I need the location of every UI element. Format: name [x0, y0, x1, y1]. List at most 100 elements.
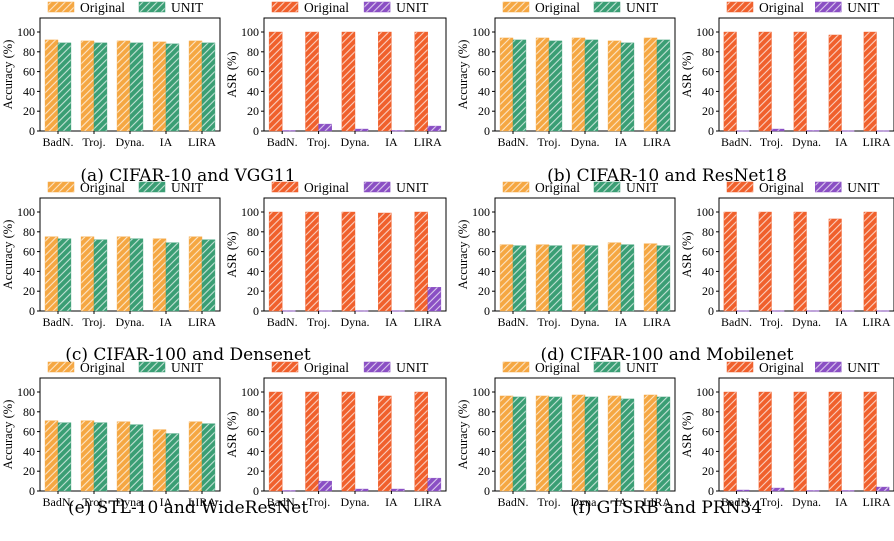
- bar-original-badn: [44, 39, 59, 132]
- x-tick-label: BadN.: [267, 135, 298, 149]
- y-tick-label: 100: [17, 25, 35, 39]
- y-axis-label: Accuracy (%): [456, 40, 470, 110]
- bar-original-badn: [499, 395, 514, 492]
- bar-unit-troj: [771, 310, 785, 312]
- bar-original-lira: [414, 391, 429, 492]
- y-tick-label: 80: [247, 405, 259, 419]
- bar-original-troj: [535, 37, 550, 132]
- y-tick-label: 20: [478, 104, 490, 118]
- x-tick-label: Dyna.: [116, 495, 145, 509]
- legend-label-unit: UNIT: [847, 180, 880, 195]
- x-tick-label: LIRA: [863, 135, 891, 149]
- legend-label-unit: UNIT: [171, 180, 204, 195]
- bar-original-lira: [863, 211, 877, 312]
- y-tick-label: 40: [23, 264, 35, 278]
- bar-unit-ia: [391, 130, 405, 132]
- bar-unit-ia: [165, 433, 180, 492]
- y-axis-label: ASR (%): [680, 231, 694, 277]
- bar-original-badn: [723, 211, 737, 312]
- panel-caption: (c) CIFAR-100 and Densenet: [65, 345, 311, 365]
- bar-original-dyna: [571, 244, 586, 312]
- y-axis-label: ASR (%): [225, 51, 239, 97]
- bar-unit-dyna: [354, 310, 369, 312]
- y-tick-label: 60: [702, 65, 714, 79]
- y-tick-label: 80: [702, 405, 714, 419]
- x-tick-label: BadN.: [498, 135, 529, 149]
- bar-original-ia: [607, 40, 622, 132]
- bar-original-ia: [378, 395, 392, 492]
- x-tick-label: Dyna.: [571, 315, 600, 329]
- bar-original-badn: [44, 236, 59, 312]
- y-axis-label: ASR (%): [680, 51, 694, 97]
- bar-original-badn: [499, 37, 514, 132]
- bar-unit-badn: [512, 245, 527, 312]
- x-tick-label: Dyna.: [116, 315, 145, 329]
- y-tick-label: 40: [702, 84, 714, 98]
- bar-unit-troj: [93, 42, 108, 132]
- legend-swatch-unit: [138, 181, 166, 193]
- bar-original-troj: [80, 40, 95, 132]
- legend-swatch-unit: [363, 181, 391, 193]
- bar-original-lira: [643, 37, 658, 132]
- bar-original-troj: [758, 31, 772, 132]
- bar-unit-dyna: [584, 396, 599, 492]
- legend-label-original: Original: [304, 0, 349, 15]
- x-tick-label: Troj.: [537, 495, 560, 509]
- bar-original-troj: [305, 31, 319, 132]
- x-tick-label: Troj.: [82, 315, 105, 329]
- legend: Original UNIT: [271, 180, 429, 195]
- bar-original-lira: [863, 31, 877, 132]
- bar-unit-lira: [201, 42, 216, 132]
- x-tick-label: BadN.: [267, 495, 298, 509]
- legend: Original UNIT: [726, 0, 880, 15]
- bar-original-dyna: [571, 37, 586, 132]
- y-tick-label: 100: [472, 385, 490, 399]
- y-tick-label: 40: [702, 444, 714, 458]
- bar-unit-dyna: [806, 130, 820, 132]
- bar-unit-ia: [165, 43, 180, 132]
- bar-unit-dyna: [584, 245, 599, 312]
- x-tick-label: LIRA: [414, 135, 442, 149]
- legend-label-unit: UNIT: [396, 180, 429, 195]
- x-tick-label: LIRA: [414, 495, 442, 509]
- legend-label-original: Original: [80, 180, 125, 195]
- bar-unit-lira: [656, 245, 671, 312]
- bar-unit-lira: [201, 239, 216, 312]
- x-tick-label: LIRA: [863, 315, 891, 329]
- y-axis-label: ASR (%): [680, 411, 694, 457]
- bar-unit-dyna: [806, 310, 820, 312]
- x-tick-label: LIRA: [643, 135, 671, 149]
- y-tick-label: 0: [708, 484, 714, 498]
- y-tick-label: 100: [241, 25, 259, 39]
- bar-unit-ia: [841, 490, 855, 492]
- legend-swatch-unit: [593, 181, 621, 193]
- bar-unit-troj: [318, 310, 332, 312]
- x-tick-label: IA: [835, 135, 848, 149]
- legend: Original UNIT: [47, 180, 204, 195]
- bar-original-ia: [152, 429, 167, 492]
- bar-unit-badn: [512, 396, 527, 492]
- bar-original-lira: [188, 421, 203, 492]
- legend-label-unit: UNIT: [626, 180, 659, 195]
- y-tick-label: 60: [478, 65, 490, 79]
- bar-unit-lira: [656, 39, 671, 132]
- bar-original-dyna: [116, 421, 131, 492]
- bar-unit-badn: [282, 130, 296, 132]
- y-tick-label: 100: [472, 25, 490, 39]
- bar-unit-ia: [391, 310, 405, 312]
- y-axis-label: Accuracy (%): [1, 400, 15, 470]
- bar-original-dyna: [116, 40, 131, 132]
- bar-original-ia: [152, 238, 167, 312]
- legend-swatch-original: [47, 181, 75, 193]
- y-tick-label: 20: [247, 104, 259, 118]
- bar-unit-badn: [736, 489, 750, 492]
- x-tick-label: Dyna.: [116, 135, 145, 149]
- y-tick-label: 0: [253, 484, 259, 498]
- x-tick-label: IA: [835, 495, 848, 509]
- x-tick-label: BadN.: [498, 315, 529, 329]
- y-tick-label: 60: [702, 245, 714, 259]
